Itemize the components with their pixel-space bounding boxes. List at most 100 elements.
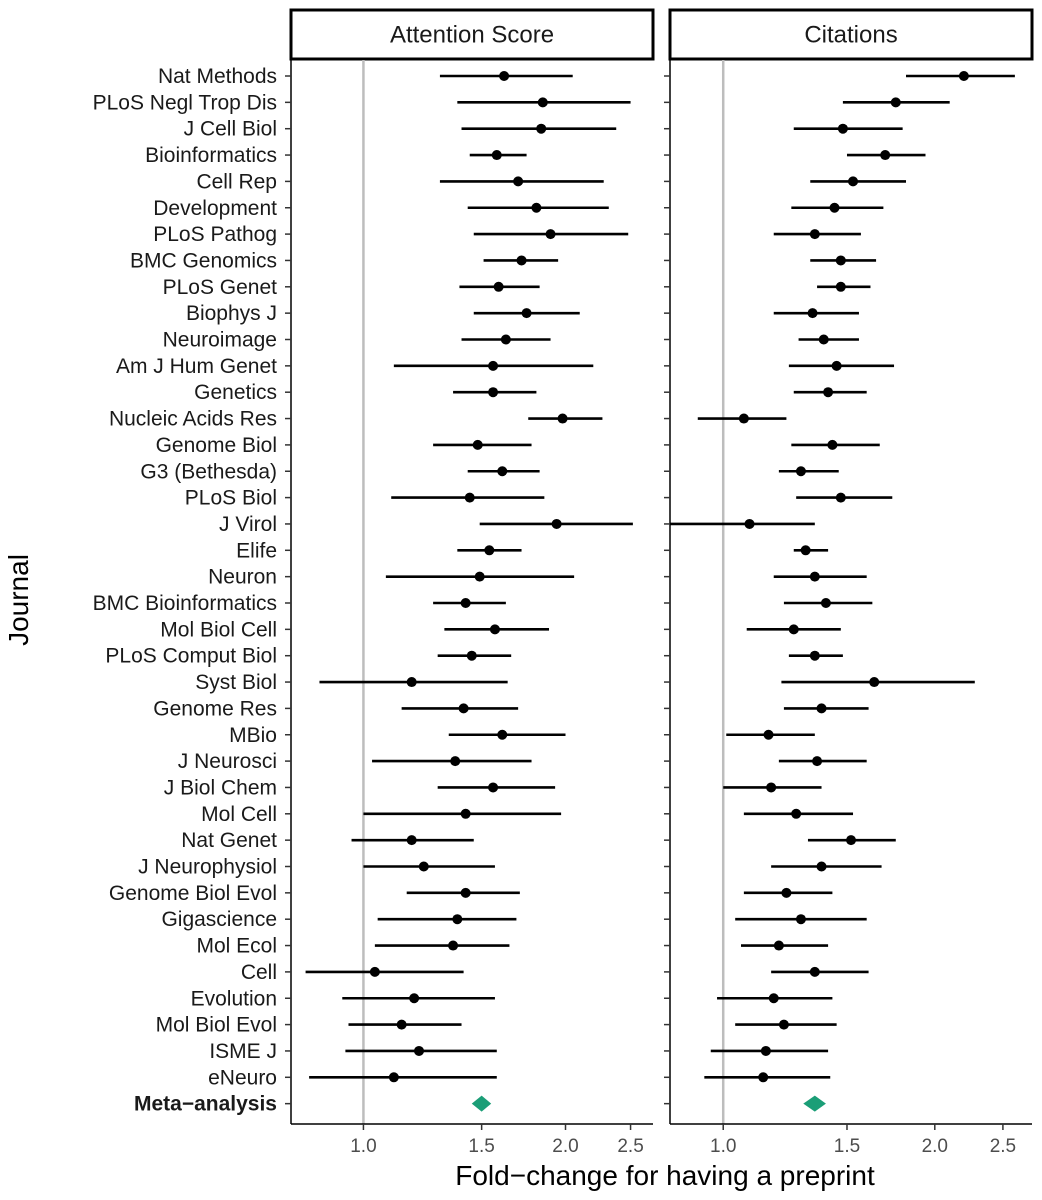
point-estimate <box>880 150 891 161</box>
point-estimate <box>499 71 510 81</box>
point-estimate <box>818 334 829 345</box>
point-estimate <box>450 756 461 767</box>
point-estimate <box>820 598 831 608</box>
point-estimate <box>788 624 799 635</box>
journal-label: PLoS Biol <box>185 487 277 510</box>
point-estimate <box>484 545 495 556</box>
point-estimate <box>800 545 811 556</box>
panel-strip <box>289 8 655 61</box>
journal-label: PLoS Negl Trop Dis <box>93 91 277 114</box>
point-estimate <box>458 703 469 714</box>
point-estimate <box>848 176 859 187</box>
journal-label: Syst Biol <box>195 671 277 694</box>
point-estimate <box>414 1045 425 1056</box>
point-estimate <box>448 940 459 951</box>
point-estimate <box>493 281 504 292</box>
journal-label: PLoS Pathog <box>153 223 277 246</box>
point-estimate <box>763 729 774 740</box>
journal-label: Mol Biol Evol <box>156 1014 277 1037</box>
point-estimate <box>557 413 568 424</box>
point-estimate <box>489 624 500 635</box>
x-tick-label: 1.5 <box>834 1136 860 1157</box>
point-estimate <box>409 993 420 1004</box>
point-estimate <box>835 492 846 503</box>
point-estimate <box>831 360 842 371</box>
point-estimate <box>738 413 749 424</box>
point-estimate <box>497 729 508 740</box>
journal-label: BMC Genomics <box>130 249 277 272</box>
point-estimate <box>531 202 542 213</box>
point-estimate <box>491 150 502 161</box>
journal-label: Mol Cell <box>201 803 277 826</box>
journal-label: eNeuro <box>208 1066 277 1089</box>
point-estimate <box>890 97 901 108</box>
x-tick-label: 2.0 <box>922 1136 948 1157</box>
journal-label: Genome Res <box>153 697 277 720</box>
point-estimate <box>537 97 548 108</box>
point-estimate <box>406 835 417 846</box>
point-estimate <box>460 598 471 608</box>
journal-labels: Nat Methods PLoS Negl Trop Dis J Cell Biol… <box>93 65 278 1116</box>
point-estimate <box>778 1019 789 1030</box>
point-estimate <box>758 1072 769 1083</box>
point-estimate <box>551 518 562 529</box>
point-estimate <box>516 255 527 266</box>
point-estimate <box>781 887 792 898</box>
point-estimate <box>388 1072 399 1083</box>
journal-label: Elife <box>236 539 277 562</box>
point-estimate <box>816 703 827 714</box>
x-tick-label: 1.0 <box>350 1136 376 1157</box>
panel-attention-score: Attention Score 1.0 1.5 2.0 2.5 <box>285 8 655 1157</box>
point-estimate <box>809 966 820 977</box>
point-estimate <box>835 281 846 292</box>
point-estimate <box>837 123 848 134</box>
point-estimate <box>460 887 471 898</box>
y-axis-title: Journal <box>3 554 34 646</box>
point-estimate <box>773 940 784 951</box>
point-estimate <box>545 229 556 240</box>
journal-label: Bioinformatics <box>145 144 277 167</box>
meta-analysis-diamond <box>803 1095 826 1112</box>
point-estimate <box>418 861 429 872</box>
x-tick-label: 1.0 <box>710 1136 736 1157</box>
point-estimate <box>488 387 499 398</box>
panel-title: Citations <box>804 22 897 49</box>
journal-label: MBio <box>229 724 277 747</box>
journal-label: Neuron <box>208 566 277 589</box>
point-estimate <box>466 650 477 661</box>
point-estimate <box>812 756 823 767</box>
point-estimate <box>500 334 511 345</box>
journal-label: Nat Genet <box>181 829 277 852</box>
point-estimate <box>452 914 463 925</box>
point-estimate <box>521 308 532 319</box>
point-estimate <box>795 466 806 477</box>
point-estimate <box>766 782 777 793</box>
meta-analysis-label: Meta−analysis <box>134 1093 277 1116</box>
journal-label: PLoS Genet <box>163 276 278 299</box>
journal-label: J Neurosci <box>178 750 277 773</box>
point-estimate <box>474 571 485 582</box>
x-tick-label: 1.5 <box>468 1136 494 1157</box>
x-tick-label: 2.5 <box>990 1136 1016 1157</box>
panel-strip <box>668 8 1034 61</box>
journal-label: Mol Ecol <box>196 935 277 958</box>
point-estimate <box>497 466 508 477</box>
point-estimate <box>809 571 820 582</box>
journal-label: Neuroimage <box>163 329 277 352</box>
point-estimate <box>829 202 840 213</box>
panel-citations: Citations 1.0 1.5 2.0 2.5 <box>664 8 1034 1157</box>
point-estimate <box>823 387 834 398</box>
point-estimate <box>760 1045 771 1056</box>
point-estimate <box>396 1019 407 1030</box>
panels-layer: Attention Score 1.0 1.5 2.0 2.5 Citations 1.0 1… <box>285 8 1034 1157</box>
point-estimate <box>406 677 417 688</box>
point-estimate <box>827 439 838 450</box>
journal-label: Genome Biol Evol <box>109 882 277 905</box>
journal-label: BMC Bioinformatics <box>93 592 277 615</box>
journal-label: Genetics <box>194 381 277 404</box>
journal-label: Development <box>153 197 277 220</box>
journal-label: J Virol <box>219 513 277 536</box>
journal-label: J Neurophysiol <box>138 856 277 879</box>
journal-label: Evolution <box>191 987 277 1010</box>
